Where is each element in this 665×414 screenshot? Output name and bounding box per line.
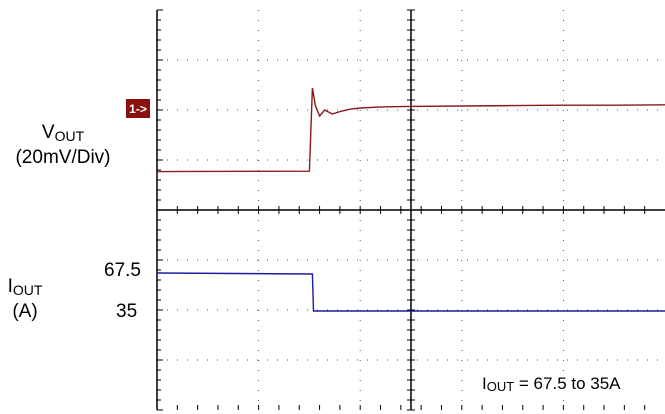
voltage-trace	[156, 87, 665, 173]
iout-label-main: I	[7, 276, 13, 297]
current-trace	[156, 272, 665, 312]
iout-tick-label-low: 35	[116, 301, 138, 322]
annotation-rest: = 67.5 to 35A	[514, 374, 621, 393]
vout-label-main: V	[41, 122, 55, 143]
iout-tick-label-high: 67.5	[104, 260, 141, 281]
vout-axis-label: VOUT (20mV/Div)	[0, 122, 126, 169]
annotation-main: I	[482, 374, 487, 393]
iout-label-unit: (A)	[12, 301, 38, 322]
vout-label-unit: (20mV/Div)	[15, 147, 111, 168]
iout-axis-label: IOUT (A)	[0, 276, 50, 323]
iout-label-sub: OUT	[12, 282, 43, 298]
channel-marker-box	[126, 99, 150, 118]
chart-annotation: IOUT = 67.5 to 35A	[478, 374, 625, 394]
annotation-sub: OUT	[486, 379, 515, 394]
channel-marker-text: 1->	[129, 102, 147, 116]
vout-label-sub: OUT	[54, 128, 85, 144]
